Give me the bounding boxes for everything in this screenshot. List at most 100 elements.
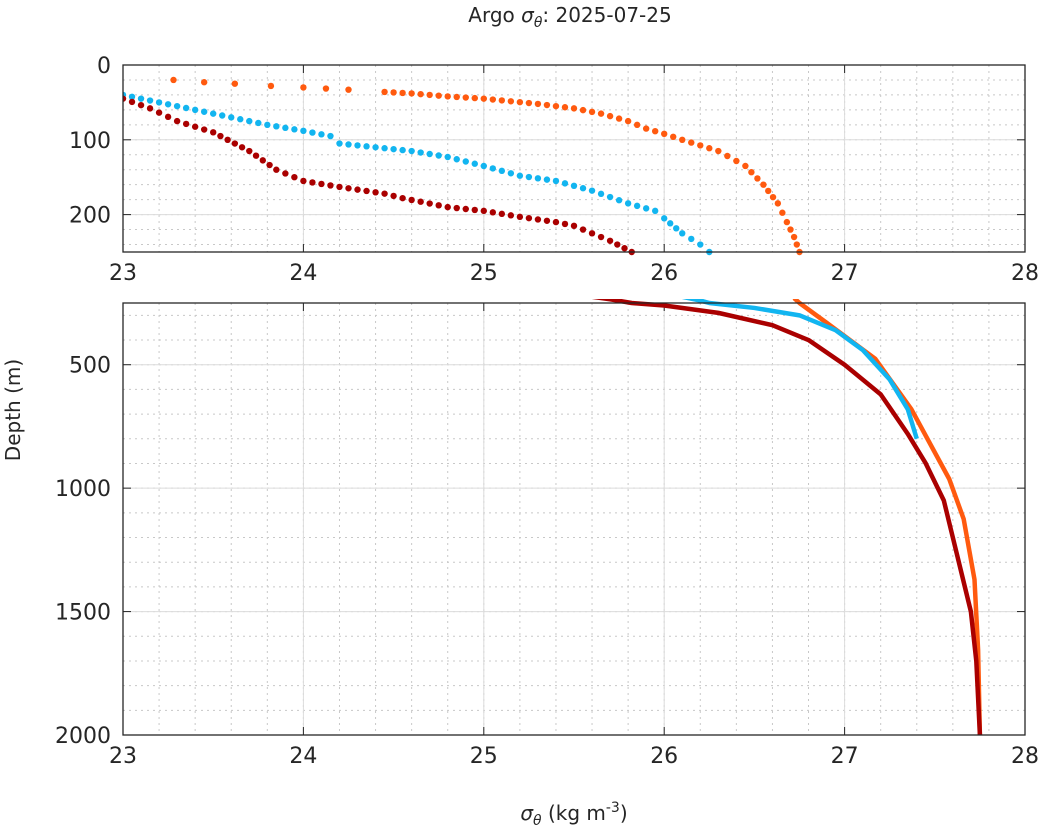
profile-blue-point [543,176,551,183]
profile-blue-point [273,123,280,130]
profile-orange-point [462,94,469,101]
profile-orange-point [170,76,177,84]
profile-darkred-point [399,194,406,202]
profile-darkred-point [137,101,145,109]
profile-blue-point [579,185,587,192]
profile-blue-point [462,158,469,165]
profile-blue-point [561,180,569,187]
profile-orange-point [706,145,713,152]
profile-darkred-point [291,174,298,181]
profile-darkred-point [552,218,560,226]
profile-blue-point [246,117,253,125]
profile-darkred-point [363,187,370,195]
profile-darkred-point [354,186,361,193]
profile-orange-point [417,90,424,98]
profile-orange-point [570,105,578,112]
profile-orange-point [790,233,798,241]
profile-blue-point [498,167,506,175]
profile-orange-point [200,79,208,86]
profile-orange-line [792,299,983,736]
profile-blue-point [525,173,533,181]
profile-blue-point [651,207,659,215]
profile-darkred-point [462,205,469,213]
profile-orange-point [633,121,641,129]
profile-blue-point [642,205,650,212]
x-tick-label: 28 [1011,261,1039,286]
profile-blue-point [588,187,596,194]
profile-orange-point [748,169,755,176]
profile-darkred-point [390,192,397,200]
profile-blue-point [164,101,172,108]
profile-darkred-point [259,157,267,164]
profile-darkred-point [543,217,551,224]
profile-darkred-point [200,126,208,133]
y-tick-label: 1500 [55,601,111,626]
profile-orange-point [651,127,659,135]
profile-blue-point [435,152,442,159]
profile-orange-point [453,93,460,101]
profile-darkred-point [336,183,343,191]
profile-blue-point [237,116,244,123]
profile-blue-point [182,104,190,112]
profile-orange-point [670,133,677,141]
profile-darkred-point [327,182,334,189]
profile-darkred-point [453,204,460,212]
profile-darkred-point [435,202,442,209]
profile-blue-point [615,197,623,204]
x-axis-label: σθ (kg m-3) [520,800,627,829]
profile-orange-point [345,86,352,93]
profile-darkred-point [238,144,246,151]
x-tick-label: 26 [650,261,678,286]
profile-blue-point [291,126,298,133]
profile-orange-point [742,162,749,170]
profile-orange-point [399,89,406,97]
profile-darkred-point [381,190,388,197]
profile-darkred-point [224,136,231,143]
axes-box [122,64,1026,253]
profile-orange-point [765,187,772,195]
profile-blue-point [228,114,235,121]
profile-darkred-point [318,180,325,188]
panel-lower: 23 24 25 26 27 28 500 1000 1500 2000 [55,299,1039,769]
profile-orange-point [471,94,478,102]
profile-orange-point [267,82,275,90]
profile-blue-point [480,162,487,170]
profile-blue-point [552,177,560,185]
profile-blue-point [390,145,397,153]
profile-blue-point [489,165,497,172]
profile-blue-point [173,102,181,110]
profile-darkred-point [252,152,260,159]
x-tick-label: 27 [831,744,859,769]
profile-blue-point [570,182,578,190]
profile-darkred-point [614,241,621,248]
x-tick-label: 23 [109,744,137,769]
profile-darkred-point [164,113,172,121]
x-tick-label: 27 [831,261,859,286]
profile-orange-point [435,92,442,99]
profile-orange-point [543,101,551,109]
profile-blue-point [381,145,388,152]
profile-orange-point [715,147,722,155]
profile-darkred-point [507,212,515,219]
y-tick-label: 100 [69,129,111,154]
profile-orange-point [552,102,560,110]
panel-upper: 23 24 25 26 27 28 0 100 200 [69,54,1039,286]
profile-blue-point [300,127,307,135]
profile-orange-point [697,142,704,149]
profile-blue-point [354,142,361,149]
profile-blue-point [318,131,325,138]
profile-orange-point [525,99,533,107]
profile-orange-point [390,89,397,96]
profile-orange-point [754,175,761,182]
profile-blue-point [363,143,370,150]
profile-darkred-point [372,189,379,196]
profile-orange-point [444,93,451,100]
profile-darkred-point [426,200,433,207]
profile-darkred-point [173,117,181,125]
profile-orange-point [783,218,791,226]
x-tick-label: 26 [650,744,678,769]
profile-darkred-line [591,299,983,736]
profile-orange-point [774,200,782,207]
